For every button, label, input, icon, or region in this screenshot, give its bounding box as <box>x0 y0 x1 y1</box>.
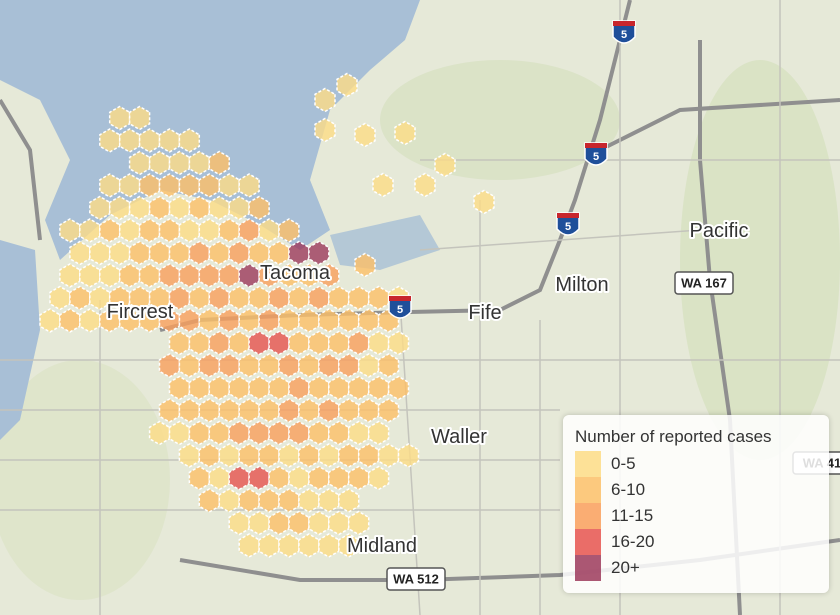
interstate-shield-top <box>613 21 635 26</box>
interstate-shield <box>584 142 608 166</box>
place-label: Tacoma <box>260 262 331 284</box>
legend-swatch <box>575 529 601 555</box>
water <box>330 215 440 270</box>
legend-label: 16-20 <box>611 532 655 551</box>
hex-bin <box>377 353 400 378</box>
hex-layer <box>39 72 495 558</box>
legend-items: 0-5 6-10 11-15 16-20 20+ <box>575 451 817 581</box>
hex-bin <box>336 72 358 98</box>
water <box>0 0 420 260</box>
hex-bin <box>318 263 340 288</box>
legend-swatch <box>575 555 601 581</box>
hex-bin <box>338 488 360 513</box>
hex-bin <box>338 533 360 558</box>
terrain <box>380 60 620 180</box>
legend-label: 11-15 <box>611 506 654 525</box>
legend-title: Number of reported cases <box>575 427 772 446</box>
place-label: Milton <box>555 274 608 296</box>
interstate-shield <box>612 20 636 44</box>
hex-bin <box>314 87 336 113</box>
interstate-shield <box>388 295 412 319</box>
highway <box>599 98 840 152</box>
place-label: Waller <box>431 426 487 448</box>
legend: Number of reported cases 0-5 6-10 11-15 16-… <box>563 415 829 593</box>
interstate-shield-top <box>389 296 411 301</box>
hex-bin <box>387 330 410 356</box>
legend-item: 16-20 <box>575 529 817 555</box>
label-layer: Fircrest Tacoma Fife Milton Pacific Waller Mid… <box>105 20 840 591</box>
hex-bin <box>387 375 410 401</box>
hex-bin <box>473 189 495 215</box>
legend-label: 6-10 <box>611 480 646 499</box>
legend-swatch <box>575 477 601 503</box>
legend-item: 20+ <box>575 555 817 581</box>
hex-bin <box>372 172 394 198</box>
hex-bin <box>414 172 436 198</box>
hex-bin <box>377 398 400 423</box>
interstate-shield-top <box>557 213 579 218</box>
hex-bin <box>434 152 456 178</box>
place-label: Midland <box>347 535 417 557</box>
terrain <box>680 60 840 460</box>
hex-bin <box>178 128 201 153</box>
legend-item: 11-15 <box>575 503 817 529</box>
shield-label: 5 <box>565 221 571 233</box>
hex-bin <box>367 465 390 491</box>
shield-label: WA 167 <box>681 275 727 290</box>
hex-bin <box>314 117 336 143</box>
terrain <box>0 360 170 600</box>
hex-bin <box>308 240 330 266</box>
hex-bin <box>394 120 416 146</box>
hex-bin <box>248 195 270 221</box>
shield-label: 5 <box>397 304 403 316</box>
place-label: Pacific <box>690 220 749 242</box>
shield-label: 5 <box>621 29 627 41</box>
legend-swatch <box>575 503 601 529</box>
place-label: Fife <box>468 302 501 324</box>
hex-bin <box>354 252 376 278</box>
hex-bin <box>238 173 260 198</box>
hex-bin <box>397 443 420 468</box>
place-label: Fircrest <box>107 301 174 323</box>
state-shield <box>674 271 734 295</box>
hex-bin <box>278 218 300 243</box>
hex-bin <box>367 420 390 446</box>
shield-label: 5 <box>593 151 599 163</box>
hex-bin <box>208 150 230 176</box>
legend-label: 20+ <box>611 558 640 577</box>
legend-label: 0-5 <box>611 454 636 473</box>
highway <box>0 98 42 241</box>
shield-label: WA 512 <box>393 571 439 586</box>
hex-bin <box>354 122 376 148</box>
legend-swatch <box>575 451 601 477</box>
interstate-shield-top <box>585 143 607 148</box>
legend-item: 6-10 <box>575 477 817 503</box>
interstate-shield <box>556 212 580 236</box>
hex-bin <box>128 105 151 131</box>
state-shield <box>386 567 446 591</box>
legend-item: 0-5 <box>575 451 817 477</box>
hex-bin <box>347 510 370 536</box>
water <box>0 240 40 440</box>
